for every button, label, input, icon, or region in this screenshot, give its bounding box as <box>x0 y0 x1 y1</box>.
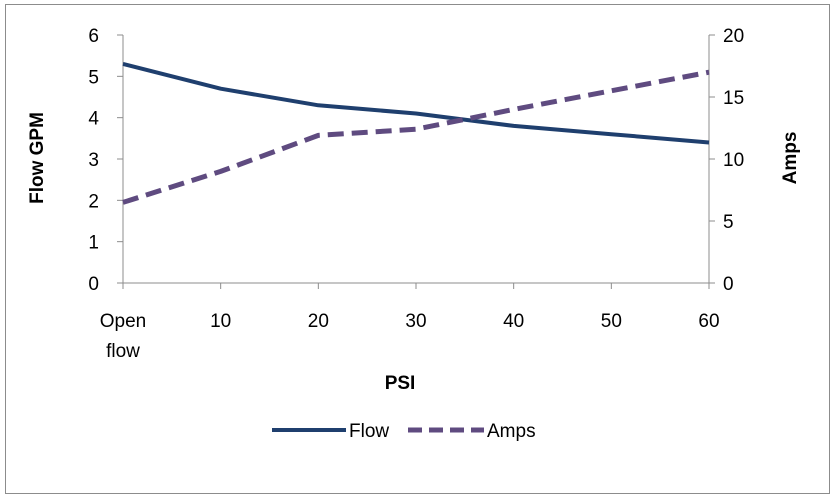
y2-tick-label: 5 <box>723 212 734 233</box>
x-axis-title: PSI <box>385 373 416 394</box>
series-lines <box>122 61 710 205</box>
x-tick-label: 40 <box>503 311 524 332</box>
y2-tick-label: 10 <box>723 150 744 171</box>
y2-axis-title: Amps <box>780 132 801 185</box>
y2-tick-label: 15 <box>723 88 744 109</box>
x-tick-label: 60 <box>698 311 719 332</box>
x-tick-label: 50 <box>601 311 622 332</box>
legend-amps-label: Amps <box>487 421 536 442</box>
y-tick-label: 3 <box>88 150 99 171</box>
axes <box>117 34 715 289</box>
x-tick-label: Open <box>100 311 146 332</box>
y-tick-label: 0 <box>88 274 99 295</box>
series-line-flow <box>122 61 710 145</box>
y-tick-label: 5 <box>88 67 99 88</box>
y-tick-label: 1 <box>88 233 99 254</box>
y2-tick-label: 20 <box>723 26 744 47</box>
y-tick-label: 4 <box>88 109 99 130</box>
legend: Flow Amps <box>272 421 536 442</box>
y2-tick-label: 0 <box>723 274 734 295</box>
x-tick-label: 20 <box>308 311 329 332</box>
legend-flow-label: Flow <box>349 421 389 442</box>
y-tick-label: 2 <box>88 191 99 212</box>
x-tick-label: 10 <box>210 311 231 332</box>
series-line-amps <box>122 69 710 205</box>
x-tick-label: flow <box>106 341 140 362</box>
chart-frame <box>5 4 830 494</box>
x-tick-label: 30 <box>405 311 426 332</box>
y-tick-label: 6 <box>88 26 99 47</box>
y-axis-title: Flow GPM <box>27 112 48 204</box>
